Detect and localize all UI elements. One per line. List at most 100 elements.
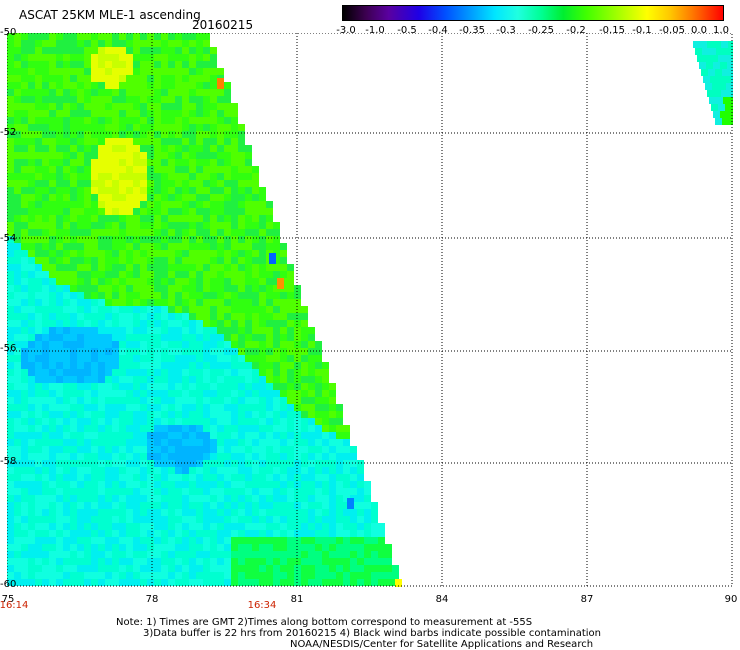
data-cell (154, 166, 161, 173)
data-cell (161, 187, 168, 194)
data-cell (196, 68, 203, 75)
data-cell (273, 397, 280, 404)
data-cell (133, 264, 140, 271)
data-cell (280, 243, 287, 250)
data-cell (112, 152, 119, 159)
data-cell (350, 544, 357, 551)
data-cell (7, 495, 14, 502)
data-cell (84, 222, 91, 229)
data-cell (245, 530, 252, 537)
data-cell (140, 495, 147, 502)
data-cell (168, 61, 175, 68)
data-cell (21, 320, 28, 327)
data-cell (217, 278, 224, 285)
data-cell (119, 250, 126, 257)
data-cell (175, 432, 182, 439)
data-cell (168, 243, 175, 250)
data-cell (28, 453, 35, 460)
data-cell (77, 229, 84, 236)
data-cell (301, 397, 308, 404)
data-cell (91, 208, 98, 215)
data-cell (168, 348, 175, 355)
data-cell (189, 467, 196, 474)
data-cell (112, 194, 119, 201)
data-cell (280, 516, 287, 523)
data-cell (49, 159, 56, 166)
data-cell (252, 180, 259, 187)
data-cell (182, 579, 189, 586)
data-cell (161, 530, 168, 537)
data-cell (280, 292, 287, 299)
data-cell (35, 236, 42, 243)
data-cell (147, 152, 154, 159)
data-cell (336, 411, 343, 418)
data-cell (119, 362, 126, 369)
data-cell (105, 558, 112, 565)
data-cell (42, 54, 49, 61)
data-cell (77, 537, 84, 544)
data-cell (133, 572, 140, 579)
data-cell (84, 523, 91, 530)
data-cell (336, 530, 343, 537)
data-cell (217, 481, 224, 488)
data-cell (56, 446, 63, 453)
data-cell (154, 40, 161, 47)
data-cell (196, 404, 203, 411)
data-cell (287, 348, 294, 355)
data-cell (63, 334, 70, 341)
data-cell (259, 362, 266, 369)
data-cell (182, 439, 189, 446)
data-cell (35, 61, 42, 68)
data-cell (91, 544, 98, 551)
data-cell (56, 376, 63, 383)
data-cell (287, 320, 294, 327)
data-cell (56, 579, 63, 586)
data-cell (63, 75, 70, 82)
data-cell (49, 292, 56, 299)
data-cell (35, 383, 42, 390)
data-cell (231, 264, 238, 271)
data-cell (224, 565, 231, 572)
data-cell (154, 82, 161, 89)
data-cell (91, 558, 98, 565)
data-cell (231, 215, 238, 222)
data-cell (56, 306, 63, 313)
data-cell (147, 397, 154, 404)
data-cell (91, 432, 98, 439)
data-cell (77, 138, 84, 145)
data-cell (154, 544, 161, 551)
data-cell (126, 530, 133, 537)
data-cell (112, 187, 119, 194)
data-cell (273, 488, 280, 495)
data-cell (273, 341, 280, 348)
data-cell (210, 551, 217, 558)
data-cell (182, 187, 189, 194)
data-cell (77, 264, 84, 271)
data-cell (357, 572, 364, 579)
data-cell (287, 285, 294, 292)
data-cell (98, 558, 105, 565)
data-cell (154, 481, 161, 488)
data-cell (210, 166, 217, 173)
data-cell (189, 411, 196, 418)
data-cell (70, 572, 77, 579)
data-cell (91, 579, 98, 586)
data-cell (154, 502, 161, 509)
data-cell (252, 194, 259, 201)
data-cell (252, 509, 259, 516)
data-cell (203, 516, 210, 523)
data-cell (266, 243, 273, 250)
data-cell (189, 439, 196, 446)
data-cell (252, 313, 259, 320)
data-cell (203, 236, 210, 243)
data-cell (245, 460, 252, 467)
data-cell (287, 488, 294, 495)
data-cell (322, 523, 329, 530)
data-cell (217, 411, 224, 418)
data-cell (35, 173, 42, 180)
data-cell (56, 383, 63, 390)
data-cell (168, 439, 175, 446)
data-cell (49, 439, 56, 446)
data-cell (147, 208, 154, 215)
data-cell (210, 61, 217, 68)
